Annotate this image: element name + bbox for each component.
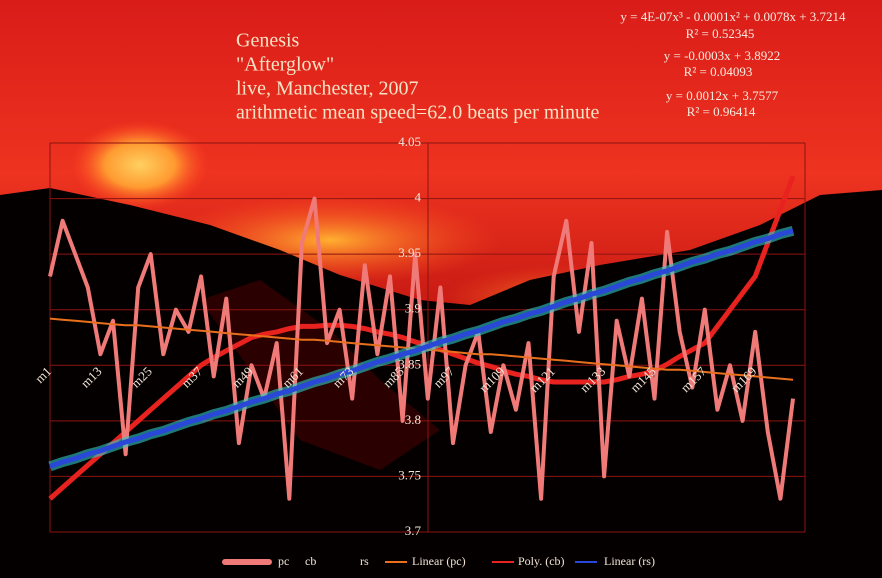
title: Genesis"Afterglow"live, Manchester, 2007…	[236, 30, 600, 124]
title-line: Genesis	[236, 30, 300, 52]
y-tick-label: 3.75	[398, 467, 421, 482]
title-line: live, Manchester, 2007	[236, 78, 418, 100]
y-tick-label: 3.8	[405, 412, 421, 427]
legend-label: Poly. (cb)	[518, 554, 565, 568]
series-line	[48, 196, 795, 501]
title-line: arithmetic mean speed=62.0 beats per min…	[236, 102, 600, 124]
plot-frame	[49, 143, 806, 532]
y-tick-label: 3.7	[405, 523, 422, 538]
y-tick-label: 4	[415, 190, 422, 205]
legend-label: cb	[305, 554, 316, 568]
y-tick-label: 3.9	[405, 301, 421, 316]
legend-label: Linear (rs)	[604, 554, 655, 568]
trend-equation: y = 0.0012x + 3.7577	[666, 88, 779, 103]
trend-r-squared: R² = 0.96414	[687, 104, 756, 119]
y-tick-label: 4.05	[398, 134, 421, 149]
trend-r-squared: R² = 0.04093	[684, 64, 753, 79]
trendline	[49, 228, 794, 469]
trend-equation: y = 4E-07x³ - 0.0001x² + 0.0078x + 3.721…	[620, 9, 846, 24]
legend-label: Linear (pc)	[412, 554, 466, 568]
legend-label: pc	[278, 554, 289, 568]
trend-r-squared: R² = 0.52345	[686, 26, 755, 41]
y-tick-label: 3.95	[398, 245, 421, 260]
trend-equation: y = -0.0003x + 3.8922	[664, 48, 781, 63]
plot	[48, 175, 796, 501]
title-line: "Afterglow"	[236, 54, 334, 76]
legend-label: rs	[360, 554, 369, 568]
legend: pc cb rs Linear (pc) Poly. (cb) Linear (rs)	[222, 554, 655, 568]
y-tick-label: 3.85	[398, 356, 421, 371]
